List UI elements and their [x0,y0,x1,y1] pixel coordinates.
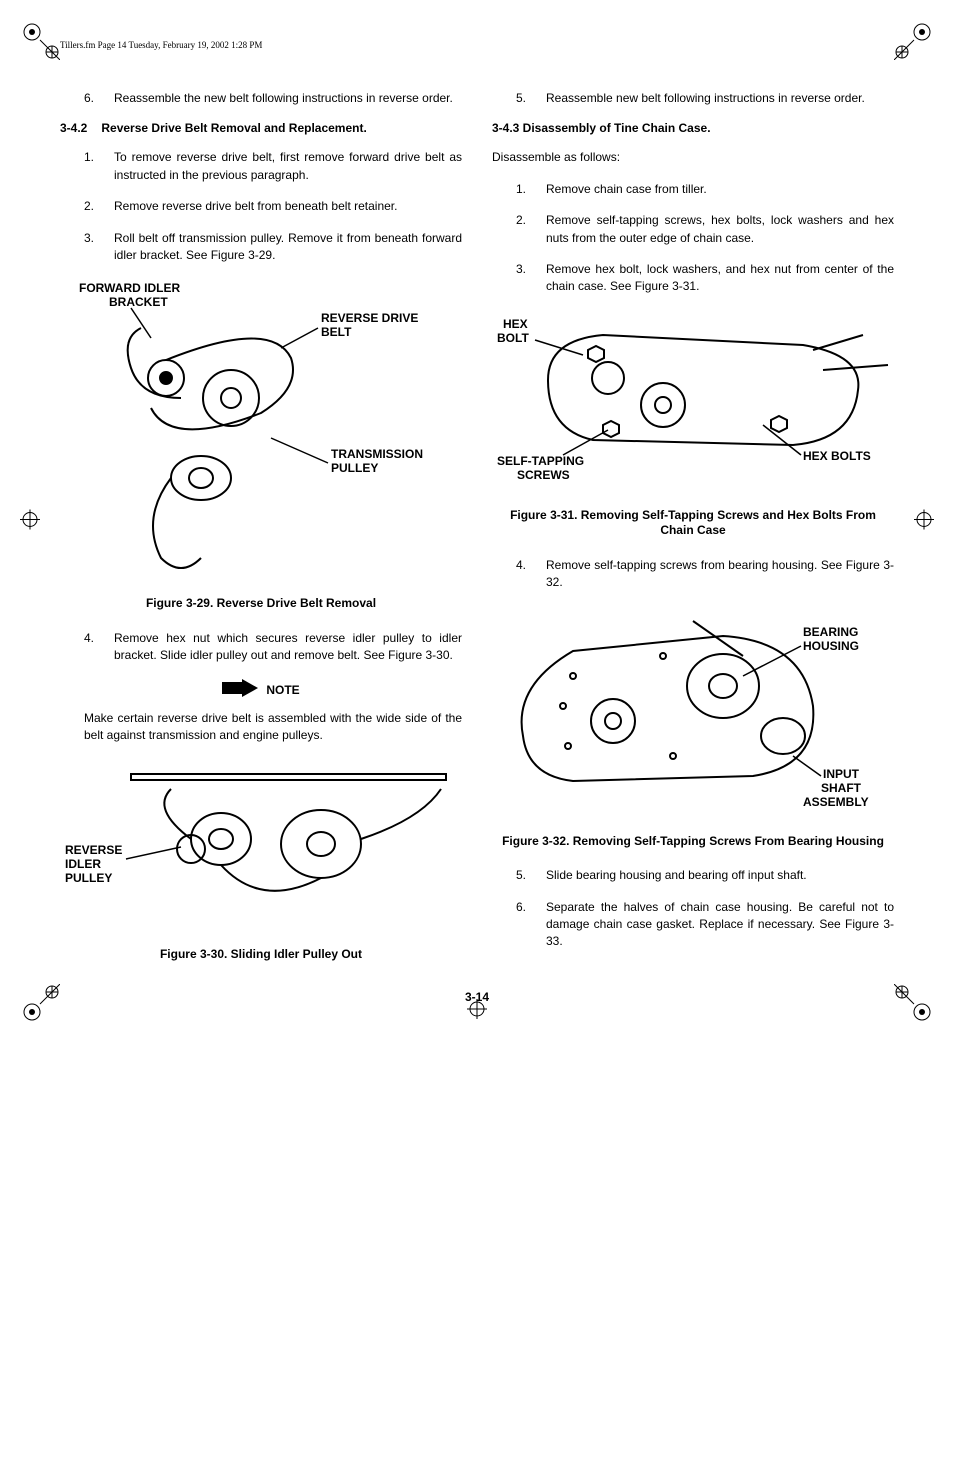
step-number: 3. [516,261,534,296]
step-number: 3. [84,230,102,265]
registration-mark-icon [467,999,487,1024]
step-text: Reassemble new belt following instructio… [546,90,894,107]
step-number: 5. [516,90,534,107]
step-number: 4. [516,557,534,592]
fig-label: SELF-TAPPING [497,454,584,468]
fig-label: BEARING [803,625,858,639]
page: Tillers.fm Page 14 Tuesday, February 19,… [0,0,954,1044]
body-text: Disassemble as follows: [492,149,894,166]
step-item: 2. Remove reverse drive belt from beneat… [84,198,462,215]
step-text: To remove reverse drive belt, first remo… [114,149,462,184]
step-text: Slide bearing housing and bearing off in… [546,867,894,884]
fig-label: REVERSE [65,843,122,857]
step-number: 1. [84,149,102,184]
step-item: 2. Remove self-tapping screws, hex bolts… [516,212,894,247]
registration-mark-icon [20,984,60,1024]
registration-mark-icon [20,510,40,535]
section-number: 3-4.2 [60,121,87,135]
fig-label: SCREWS [517,468,570,482]
step-text: Remove self-tapping screws, hex bolts, l… [546,212,894,247]
fig-label: HEX [503,317,528,331]
section-heading: 3-4.2 Reverse Drive Belt Removal and Rep… [60,121,462,135]
step-text: Remove hex bolt, lock washers, and hex n… [546,261,894,296]
step-item: 3. Roll belt off transmission pulley. Re… [84,230,462,265]
fig-label: FORWARD IDLER [79,281,180,295]
two-column-layout: 6. Reassemble the new belt following ins… [60,90,894,980]
right-column: 5. Reassemble new belt following instruc… [492,90,894,980]
note-text: Make certain reverse drive belt is assem… [84,710,462,745]
left-column: 6. Reassemble the new belt following ins… [60,90,462,980]
fig-label: IDLER [65,857,101,871]
step-item: 1. To remove reverse drive belt, first r… [84,149,462,184]
fig-label: HEX BOLTS [803,449,871,463]
step-text: Remove chain case from tiller. [546,181,894,198]
step-item: 5. Slide bearing housing and bearing off… [516,867,894,884]
step-text: Separate the halves of chain case housin… [546,899,894,951]
figure-caption: Figure 3-31. Removing Self-Tapping Screw… [492,508,894,539]
fig-label: PULLEY [65,871,112,885]
registration-mark-icon [894,984,934,1024]
section-title: Reverse Drive Belt Removal and Replaceme… [101,121,462,135]
note-arrow-icon [222,679,258,702]
step-text: Reassemble the new belt following instru… [114,90,462,107]
fig-label: BRACKET [109,295,168,309]
step-item: 3. Remove hex bolt, lock washers, and he… [516,261,894,296]
fig-label: INPUT [823,767,860,781]
figure-3-31: HEX BOLT SELF-TAPPING SCREWS HEX BOLTS [492,310,894,490]
fig-label: SHAFT [821,781,862,795]
figure-caption: Figure 3-29. Reverse Drive Belt Removal [60,596,462,612]
figure-caption: Figure 3-32. Removing Self-Tapping Screw… [492,834,894,850]
step-number: 2. [516,212,534,247]
step-item: 5. Reassemble new belt following instruc… [516,90,894,107]
figure-3-30: REVERSE IDLER PULLEY [60,759,462,929]
registration-mark-icon [894,20,934,60]
figure-3-29: FORWARD IDLER BRACKET REVERSE DRIVE BELT… [60,278,462,578]
step-item: 6. Reassemble the new belt following ins… [84,90,462,107]
step-item: 1. Remove chain case from tiller. [516,181,894,198]
step-number: 6. [84,90,102,107]
fig-label: BOLT [497,331,529,345]
step-number: 6. [516,899,534,951]
note-label: NOTE [266,683,299,697]
step-item: 4. Remove self-tapping screws from beari… [516,557,894,592]
registration-mark-icon [20,20,60,60]
step-text: Remove hex nut which secures reverse idl… [114,630,462,665]
fig-label: ASSEMBLY [803,795,869,809]
step-text: Remove reverse drive belt from beneath b… [114,198,462,215]
registration-mark-icon [914,510,934,535]
fig-label: BELT [321,325,352,339]
figure-3-32: BEARING HOUSING INPUT SHAFT ASSEMBLY [492,606,894,816]
note-row: NOTE [60,679,462,702]
fig-label: TRANSMISSION [331,447,423,461]
step-item: 6. Separate the halves of chain case hou… [516,899,894,951]
section-heading: 3-4.3 Disassembly of Tine Chain Case. [492,121,894,135]
step-number: 5. [516,867,534,884]
step-text: Roll belt off transmission pulley. Remov… [114,230,462,265]
fig-label: HOUSING [803,639,859,653]
step-item: 4. Remove hex nut which secures reverse … [84,630,462,665]
step-text: Remove self-tapping screws from bearing … [546,557,894,592]
step-number: 1. [516,181,534,198]
step-number: 4. [84,630,102,665]
running-header: Tillers.fm Page 14 Tuesday, February 19,… [60,40,894,50]
step-number: 2. [84,198,102,215]
figure-caption: Figure 3-30. Sliding Idler Pulley Out [60,947,462,963]
fig-label: PULLEY [331,461,378,475]
fig-label: REVERSE DRIVE [321,311,418,325]
